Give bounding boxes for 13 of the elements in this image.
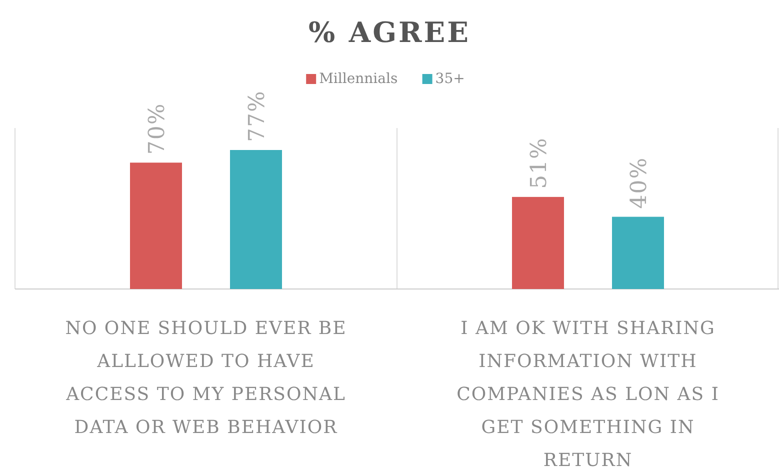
bar	[512, 196, 564, 289]
data-label: 40%	[627, 156, 652, 209]
legend-label: 35+	[435, 71, 465, 87]
chart-title: % AGREE	[308, 16, 470, 49]
bar	[130, 162, 182, 289]
data-label: 70%	[145, 102, 170, 155]
x-tick-label: NO ONE SHOULD EVER BE ALLLOWED TO HAVE ACCESS TO MY PERSONAL DATA OR WEB BEHAVIOR	[65, 318, 347, 438]
data-label: 77%	[245, 90, 270, 142]
x-tick-label: I AM OK WITH SHARING INFORMATION WITH COMPANIES AS LON AS I GET SOMETHING IN RETURN	[456, 318, 720, 471]
data-label: 51%	[527, 137, 552, 189]
legend-label: Millennials	[319, 71, 398, 87]
bar	[612, 216, 664, 289]
bar	[230, 150, 282, 289]
